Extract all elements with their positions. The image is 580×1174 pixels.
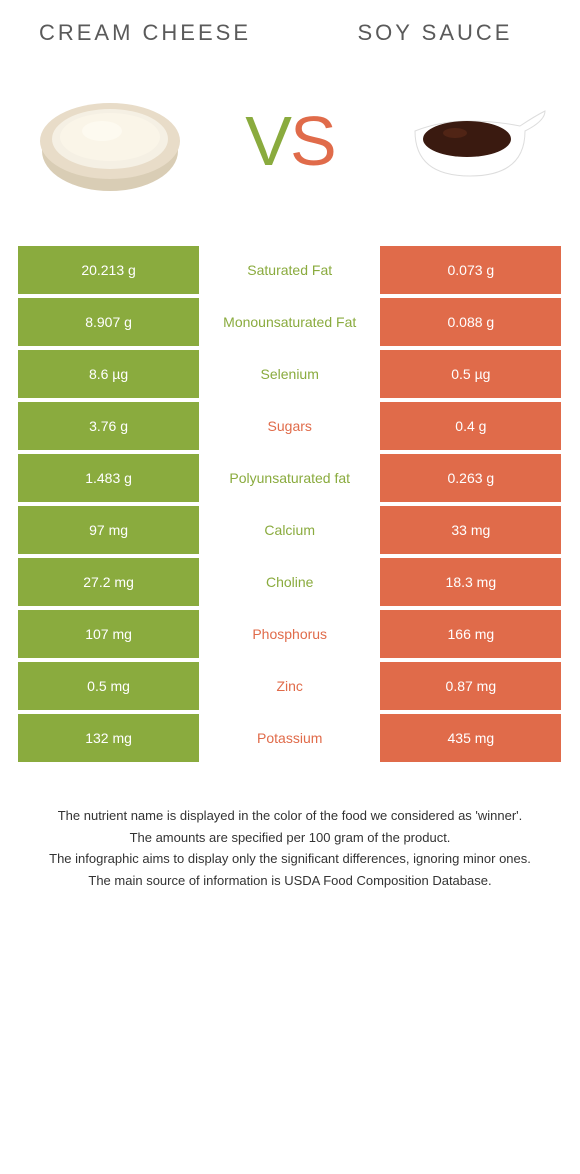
footer-line-2: The amounts are specified per 100 gram o…	[30, 828, 550, 848]
nutrient-row: 1.483 gPolyunsaturated fat0.263 g	[18, 454, 562, 502]
nutrient-label: Saturated Fat	[199, 246, 380, 294]
nutrient-left-value: 107 mg	[18, 610, 199, 658]
nutrient-right-value: 18.3 mg	[380, 558, 561, 606]
nutrient-row: 0.5 mgZinc0.87 mg	[18, 662, 562, 710]
nutrient-right-value: 0.87 mg	[380, 662, 561, 710]
nutrient-row: 97 mgCalcium33 mg	[18, 506, 562, 554]
nutrient-row: 3.76 gSugars0.4 g	[18, 402, 562, 450]
footer-line-4: The main source of information is USDA F…	[30, 871, 550, 891]
footer-notes: The nutrient name is displayed in the co…	[0, 766, 580, 912]
nutrient-right-value: 0.073 g	[380, 246, 561, 294]
title-right: SOY SAUCE	[290, 20, 550, 46]
nutrient-left-value: 3.76 g	[18, 402, 199, 450]
nutrient-label: Calcium	[199, 506, 380, 554]
nutrient-left-value: 20.213 g	[18, 246, 199, 294]
nutrient-row: 27.2 mgCholine18.3 mg	[18, 558, 562, 606]
nutrient-table: 20.213 gSaturated Fat0.073 g8.907 gMonou…	[0, 246, 580, 762]
nutrient-row: 132 mgPotassium435 mg	[18, 714, 562, 762]
nutrient-right-value: 166 mg	[380, 610, 561, 658]
nutrient-label: Sugars	[199, 402, 380, 450]
nutrient-left-value: 97 mg	[18, 506, 199, 554]
nutrient-right-value: 33 mg	[380, 506, 561, 554]
nutrient-row: 20.213 gSaturated Fat0.073 g	[18, 246, 562, 294]
nutrient-label: Choline	[199, 558, 380, 606]
footer-line-1: The nutrient name is displayed in the co…	[30, 806, 550, 826]
title-left: CREAM CHEESE	[30, 20, 290, 46]
nutrient-row: 8.907 gMonounsaturated Fat0.088 g	[18, 298, 562, 346]
nutrient-left-value: 8.6 µg	[18, 350, 199, 398]
nutrient-left-value: 8.907 g	[18, 298, 199, 346]
images-row: VS	[0, 56, 580, 246]
nutrient-label: Polyunsaturated fat	[199, 454, 380, 502]
nutrient-label: Selenium	[199, 350, 380, 398]
nutrient-right-value: 435 mg	[380, 714, 561, 762]
nutrient-label: Monounsaturated Fat	[199, 298, 380, 346]
nutrient-label: Phosphorus	[199, 610, 380, 658]
footer-line-3: The infographic aims to display only the…	[30, 849, 550, 869]
nutrient-right-value: 0.263 g	[380, 454, 561, 502]
nutrient-left-value: 27.2 mg	[18, 558, 199, 606]
vs-label: VS	[245, 101, 334, 181]
nutrient-left-value: 0.5 mg	[18, 662, 199, 710]
nutrient-left-value: 132 mg	[18, 714, 199, 762]
nutrient-right-value: 0.4 g	[380, 402, 561, 450]
nutrient-row: 8.6 µgSelenium0.5 µg	[18, 350, 562, 398]
nutrient-row: 107 mgPhosphorus166 mg	[18, 610, 562, 658]
header: CREAM CHEESE SOY SAUCE	[0, 0, 580, 56]
nutrient-right-value: 0.088 g	[380, 298, 561, 346]
nutrient-left-value: 1.483 g	[18, 454, 199, 502]
vs-v-letter: V	[245, 101, 290, 181]
nutrient-label: Potassium	[199, 714, 380, 762]
nutrient-right-value: 0.5 µg	[380, 350, 561, 398]
vs-s-letter: S	[290, 101, 335, 181]
nutrient-label: Zinc	[199, 662, 380, 710]
soy-sauce-image	[380, 71, 560, 211]
cream-cheese-image	[20, 71, 200, 211]
